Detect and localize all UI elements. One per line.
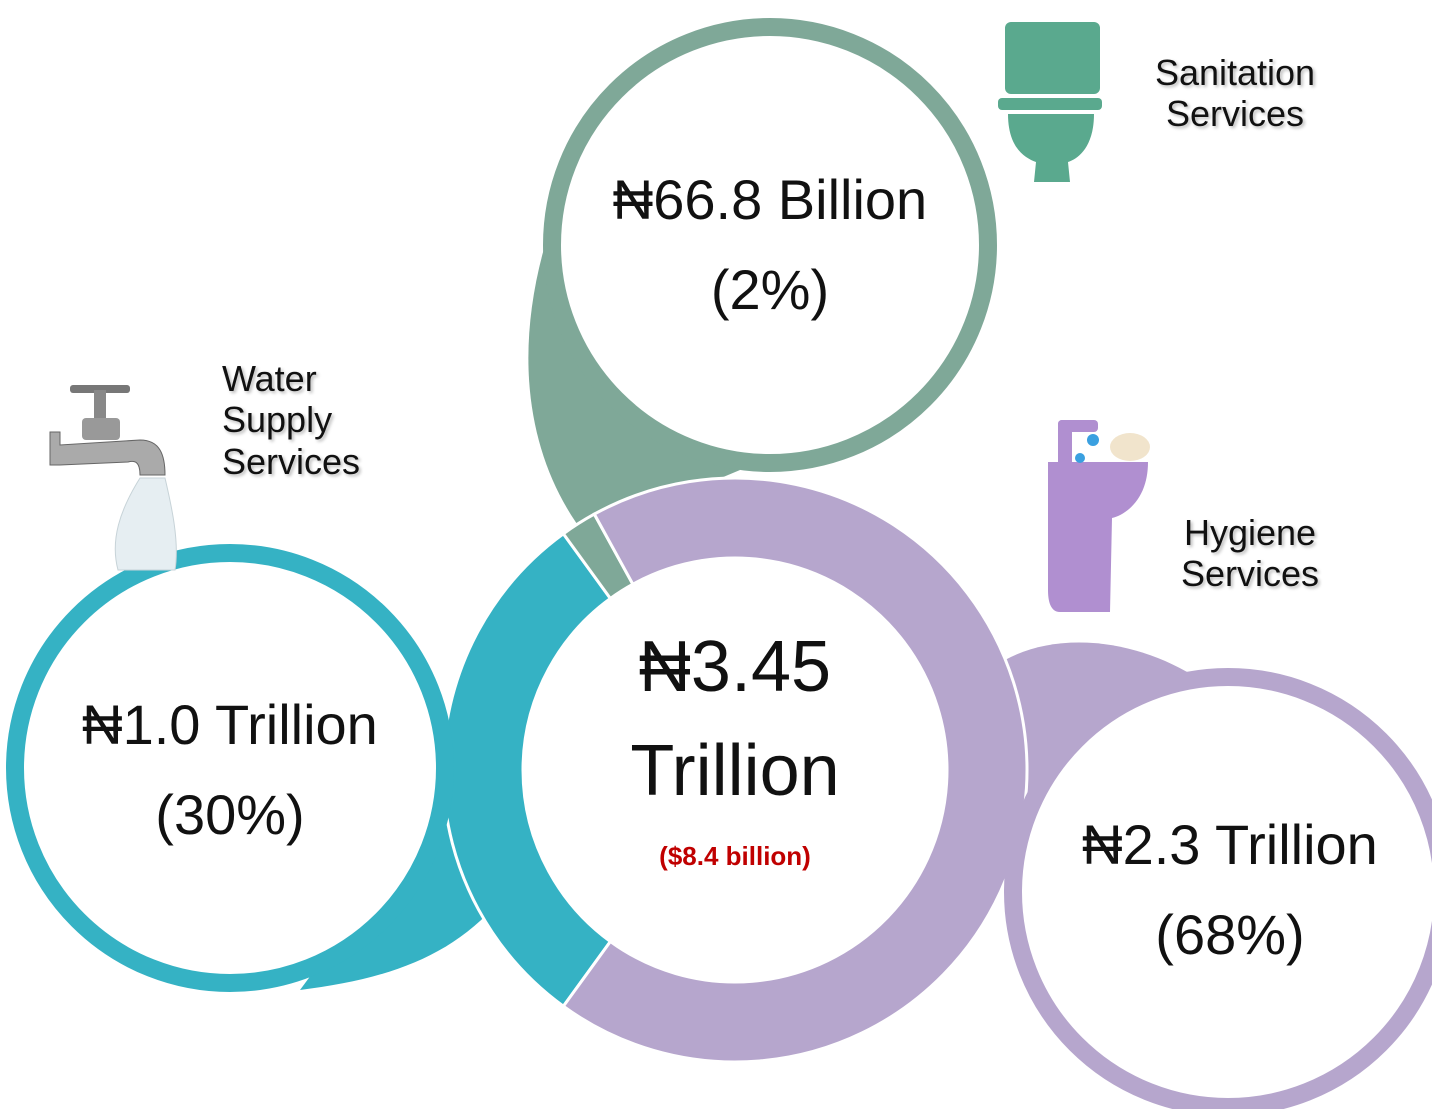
amount: ₦2.3 Trillion (1082, 813, 1378, 876)
donut (441, 476, 1029, 1064)
donut-hole (523, 558, 947, 982)
percent-label: (2%) (710, 257, 830, 321)
percent-label: (30%) (155, 782, 305, 846)
faucet-icon (49, 385, 177, 571)
callout-text: ₦66.8 Billion (2%) (540, 155, 1000, 334)
callout-circle (6, 544, 454, 992)
amount: ₦66.8 Billion (612, 168, 928, 231)
category-label: Sanitation Services (1154, 52, 1316, 135)
category-label: Water Supply Services (222, 358, 361, 482)
callout-text: ₦2.3 Trillion (68%) (1020, 800, 1432, 979)
total: ₦3.45 Trillion (630, 627, 840, 812)
callout-text: ₦1.0 Trillion (30%) (20, 680, 440, 859)
callouts (6, 18, 1432, 1109)
donut-segment (441, 531, 613, 1009)
callout-circle (1004, 668, 1432, 1109)
amount: ₦1.0 Trillion (82, 693, 378, 756)
percent-label: (68%) (1155, 902, 1305, 966)
total-usd: ($8.4 billion) (659, 841, 811, 871)
toilet-icon (998, 22, 1102, 182)
category-label: Hygiene Services (1180, 512, 1320, 595)
callout-circle (543, 18, 997, 472)
sink-icon (1048, 420, 1150, 612)
